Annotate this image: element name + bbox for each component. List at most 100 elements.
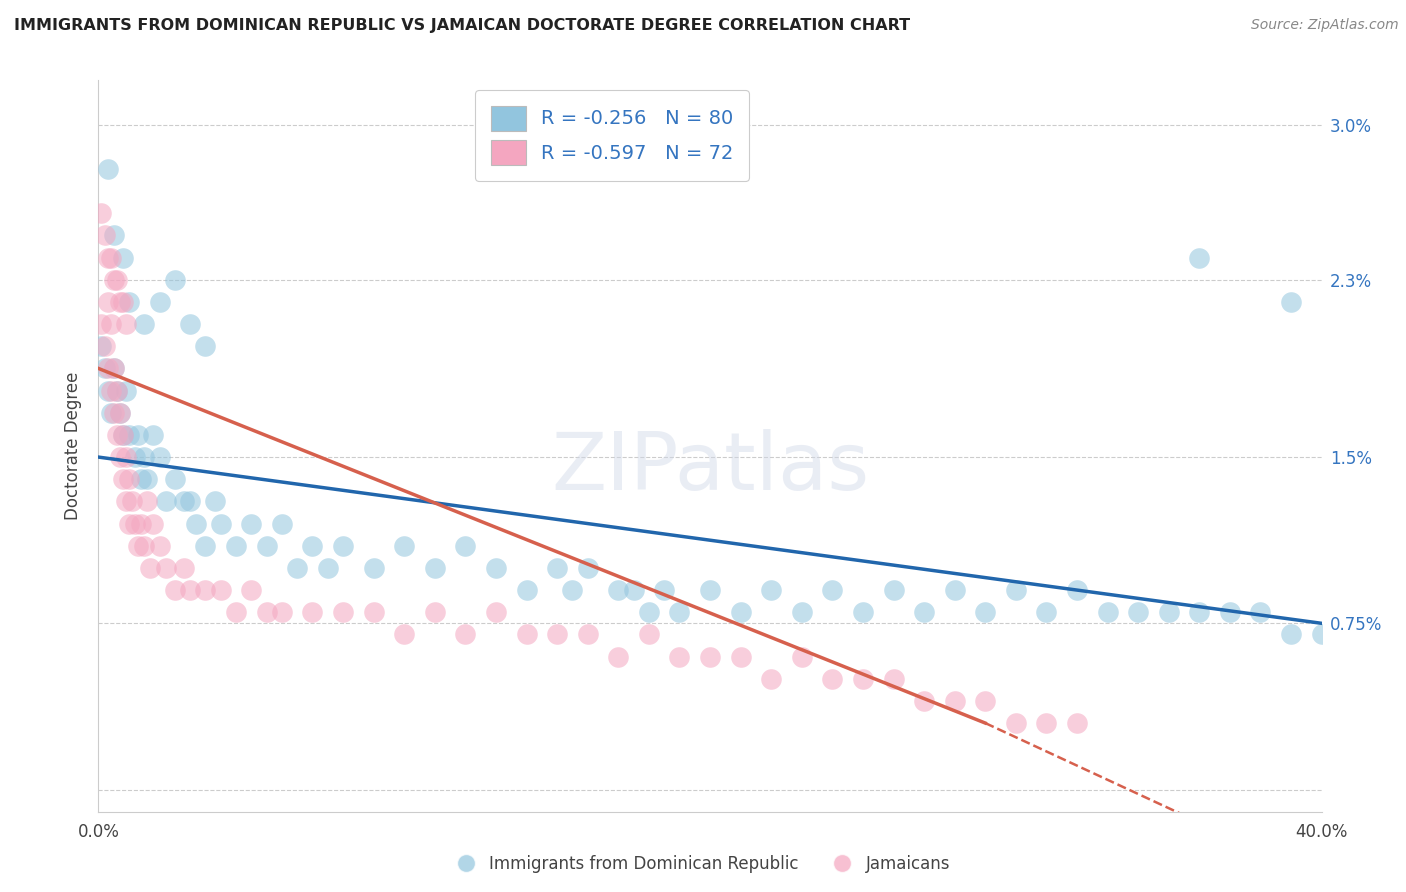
Point [124,516,146,531]
Point [1066,583,1088,598]
Legend: R = -0.256   N = 80, R = -0.597   N = 72: R = -0.256 N = 80, R = -0.597 N = 72 [475,90,749,181]
Point [121,494,143,508]
Point [103,273,125,287]
Point [129,516,152,531]
Point [173,561,195,575]
Point [1219,605,1241,619]
Point [139,561,162,575]
Point [759,672,782,686]
Point [225,539,247,553]
Point [134,317,156,331]
Point [883,583,905,598]
Point [97,251,120,265]
Point [100,384,122,398]
Point [301,605,323,619]
Point [699,583,721,598]
Y-axis label: Doctorate Degree: Doctorate Degree [65,372,83,520]
Point [516,627,538,641]
Point [485,561,508,575]
Point [103,406,125,420]
Legend: Immigrants from Dominican Republic, Jamaicans: Immigrants from Dominican Republic, Jama… [450,848,956,880]
Point [974,605,997,619]
Point [546,627,568,641]
Point [118,428,141,442]
Point [111,428,134,442]
Point [363,605,385,619]
Point [93,339,115,353]
Point [974,694,997,708]
Point [256,539,278,553]
Point [652,583,675,598]
Point [637,605,661,619]
Point [179,583,201,598]
Point [270,516,292,531]
Point [730,605,752,619]
Point [576,561,599,575]
Point [1279,294,1302,309]
Point [759,583,782,598]
Point [108,294,131,309]
Point [108,450,131,464]
Point [1188,605,1211,619]
Point [256,605,278,619]
Point [149,450,172,464]
Text: ZIPatlas: ZIPatlas [551,429,869,507]
Point [730,649,752,664]
Point [90,206,112,220]
Point [105,384,128,398]
Point [790,649,813,664]
Point [93,361,115,376]
Point [93,228,115,243]
Point [115,384,138,398]
Point [1310,627,1333,641]
Point [668,605,690,619]
Point [668,649,690,664]
Point [108,406,131,420]
Point [142,428,165,442]
Point [270,605,292,619]
Point [124,450,146,464]
Point [136,472,159,486]
Point [115,450,138,464]
Point [103,361,125,376]
Point [127,428,149,442]
Point [186,516,208,531]
Point [194,539,217,553]
Point [149,294,172,309]
Point [363,561,385,575]
Point [607,583,630,598]
Point [883,672,905,686]
Point [90,339,112,353]
Point [852,672,875,686]
Point [103,361,125,376]
Point [105,428,128,442]
Point [129,472,152,486]
Text: Source: ZipAtlas.com: Source: ZipAtlas.com [1251,18,1399,32]
Point [108,406,131,420]
Point [285,561,308,575]
Point [301,539,323,553]
Point [1157,605,1180,619]
Point [454,627,477,641]
Point [1035,716,1057,731]
Point [136,494,159,508]
Point [111,472,134,486]
Point [118,294,141,309]
Point [1066,716,1088,731]
Point [97,361,120,376]
Point [1128,605,1150,619]
Point [623,583,645,598]
Point [155,494,177,508]
Point [179,494,201,508]
Point [149,539,172,553]
Point [118,472,141,486]
Point [111,428,134,442]
Point [118,516,141,531]
Point [209,516,232,531]
Point [423,561,446,575]
Point [115,494,138,508]
Point [100,317,122,331]
Point [423,605,446,619]
Point [209,583,232,598]
Point [392,627,416,641]
